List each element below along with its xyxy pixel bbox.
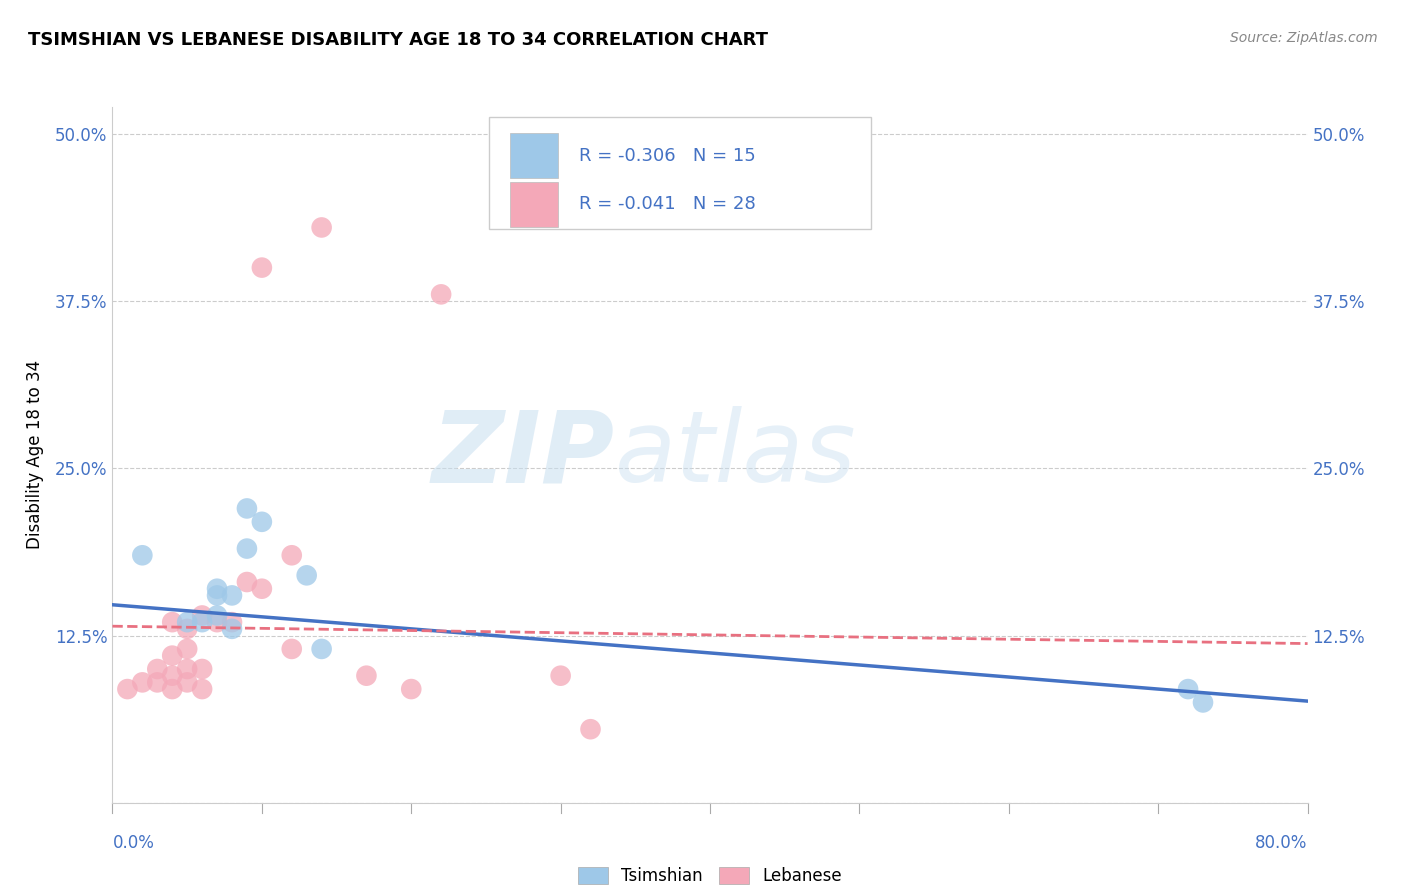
- Text: Source: ZipAtlas.com: Source: ZipAtlas.com: [1230, 31, 1378, 45]
- Point: [311, 220, 333, 235]
- Point: [205, 589, 228, 603]
- Point: [401, 681, 423, 696]
- Point: [1192, 696, 1215, 710]
- Point: [162, 648, 183, 663]
- Text: ZIP: ZIP: [432, 407, 614, 503]
- Point: [295, 568, 318, 582]
- Point: [205, 582, 228, 596]
- Y-axis label: Disability Age 18 to 34: Disability Age 18 to 34: [25, 360, 44, 549]
- Point: [205, 608, 228, 623]
- FancyBboxPatch shape: [489, 118, 872, 229]
- Point: [131, 548, 153, 563]
- Point: [281, 548, 304, 563]
- Point: [162, 669, 183, 683]
- Point: [221, 622, 243, 636]
- FancyBboxPatch shape: [510, 182, 558, 227]
- Point: [176, 642, 198, 657]
- Point: [191, 662, 214, 676]
- Point: [176, 662, 198, 676]
- Point: [1177, 681, 1199, 696]
- Point: [236, 575, 259, 590]
- Point: [131, 675, 153, 690]
- Point: [205, 615, 228, 630]
- Text: 0.0%: 0.0%: [112, 834, 155, 852]
- Point: [162, 615, 183, 630]
- Point: [236, 541, 259, 556]
- Point: [356, 669, 378, 683]
- Point: [250, 515, 273, 529]
- Text: atlas: atlas: [614, 407, 856, 503]
- Point: [146, 662, 169, 676]
- Point: [176, 675, 198, 690]
- Point: [430, 287, 453, 301]
- Point: [191, 608, 214, 623]
- FancyBboxPatch shape: [510, 133, 558, 178]
- Point: [250, 260, 273, 275]
- Text: 80.0%: 80.0%: [1256, 834, 1308, 852]
- Point: [281, 642, 304, 657]
- Point: [146, 675, 169, 690]
- Text: R = -0.306   N = 15: R = -0.306 N = 15: [579, 147, 755, 165]
- Point: [311, 642, 333, 657]
- Text: TSIMSHIAN VS LEBANESE DISABILITY AGE 18 TO 34 CORRELATION CHART: TSIMSHIAN VS LEBANESE DISABILITY AGE 18 …: [28, 31, 768, 49]
- Point: [250, 582, 273, 596]
- Point: [191, 681, 214, 696]
- Point: [191, 615, 214, 630]
- Point: [176, 615, 198, 630]
- Point: [236, 501, 259, 516]
- Point: [221, 589, 243, 603]
- Point: [117, 681, 139, 696]
- Point: [221, 615, 243, 630]
- Legend: Tsimshian, Lebanese: Tsimshian, Lebanese: [571, 861, 849, 892]
- Point: [176, 622, 198, 636]
- Point: [550, 669, 572, 683]
- Point: [162, 681, 183, 696]
- Point: [579, 723, 602, 737]
- Text: R = -0.041   N = 28: R = -0.041 N = 28: [579, 195, 755, 213]
